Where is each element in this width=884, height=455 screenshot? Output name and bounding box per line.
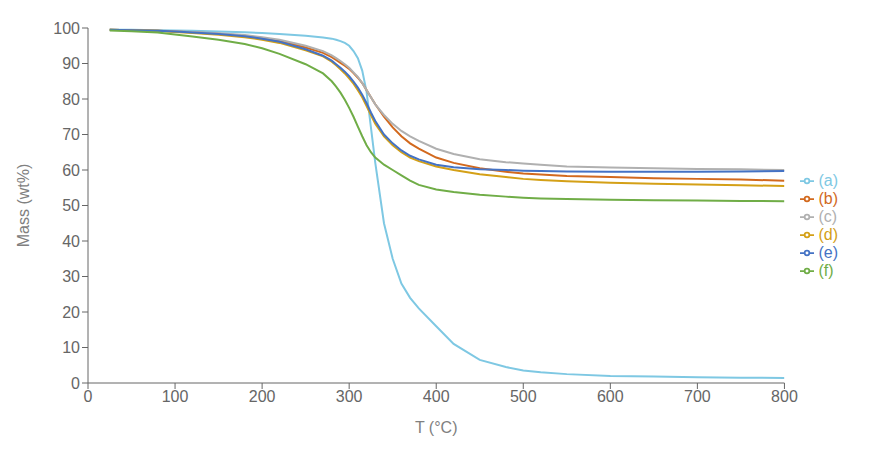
html-text:(d): (d) — [818, 225, 838, 243]
svg-text:Mass (wt%): Mass (wt%) — [15, 164, 32, 248]
svg-text:50: 50 — [62, 197, 80, 214]
svg-text:500: 500 — [510, 388, 537, 405]
svg-text:200: 200 — [249, 388, 276, 405]
svg-text:60: 60 — [62, 162, 80, 179]
svg-text:30: 30 — [62, 268, 80, 285]
svg-text:T (°C): T (°C) — [415, 419, 458, 436]
svg-text:700: 700 — [684, 388, 711, 405]
html-text:(e): (e) — [818, 243, 838, 261]
svg-text:90: 90 — [62, 55, 80, 72]
svg-text:0: 0 — [84, 388, 93, 405]
html-text:(f): (f) — [818, 261, 834, 279]
svg-text:300: 300 — [336, 388, 363, 405]
svg-text:20: 20 — [62, 304, 80, 321]
svg-text:100: 100 — [53, 20, 80, 37]
svg-text:70: 70 — [62, 126, 80, 143]
svg-text:40: 40 — [62, 233, 80, 250]
svg-text:100: 100 — [162, 388, 189, 405]
svg-text:800: 800 — [771, 388, 798, 405]
svg-text:0: 0 — [71, 375, 80, 392]
html-text:(a): (a) — [818, 171, 838, 189]
svg-text:80: 80 — [62, 91, 80, 108]
html-text:(c): (c) — [818, 207, 838, 225]
svg-text:600: 600 — [597, 388, 624, 405]
svg-text:10: 10 — [62, 339, 80, 356]
html-text:(b): (b) — [818, 189, 838, 207]
svg-text:400: 400 — [423, 388, 450, 405]
